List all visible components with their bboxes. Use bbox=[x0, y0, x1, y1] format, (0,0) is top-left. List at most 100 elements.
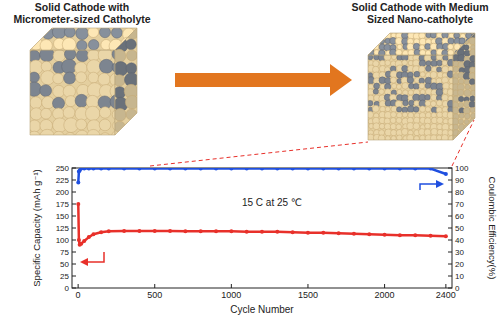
particle bbox=[29, 120, 41, 132]
particle bbox=[419, 38, 426, 45]
particle bbox=[16, 38, 30, 52]
particle bbox=[16, 106, 30, 120]
particle bbox=[449, 33, 454, 38]
particle bbox=[446, 73, 452, 79]
particle bbox=[448, 125, 454, 131]
particle bbox=[436, 135, 441, 140]
y-tick-label: 0 bbox=[65, 284, 70, 293]
particle bbox=[99, 59, 113, 73]
x-tick bbox=[78, 284, 79, 288]
particle bbox=[448, 108, 453, 113]
particle bbox=[409, 100, 415, 106]
y2-tick bbox=[448, 264, 452, 265]
particle bbox=[62, 59, 77, 74]
particle bbox=[413, 43, 419, 49]
particle bbox=[53, 49, 65, 61]
particle bbox=[447, 102, 453, 108]
x-tick bbox=[445, 284, 446, 288]
x-tick bbox=[307, 284, 308, 288]
particle bbox=[437, 67, 442, 72]
y2-tick-label: 80 bbox=[455, 188, 464, 197]
illustration-title: Solid Cathode withMicrometer-sized Catho… bbox=[13, 1, 150, 25]
particle bbox=[17, 50, 29, 62]
series-point bbox=[413, 233, 417, 237]
y2-tick bbox=[448, 216, 452, 217]
particle bbox=[457, 89, 464, 96]
particle bbox=[413, 83, 419, 89]
particle bbox=[391, 130, 397, 136]
particle bbox=[373, 123, 380, 130]
particle bbox=[437, 60, 443, 66]
cube-edge bbox=[368, 55, 453, 140]
particle bbox=[41, 108, 52, 119]
particle bbox=[446, 79, 453, 86]
y-tick-label: 225 bbox=[56, 176, 70, 185]
particle bbox=[27, 82, 41, 96]
particle bbox=[448, 38, 454, 44]
y-tick-label: 150 bbox=[56, 212, 70, 221]
series-point bbox=[260, 168, 264, 171]
y-tick-label: 50 bbox=[60, 260, 69, 269]
particle bbox=[65, 132, 76, 143]
series-point bbox=[137, 168, 141, 171]
series-point bbox=[291, 230, 295, 234]
series-point bbox=[122, 229, 126, 233]
particle bbox=[425, 27, 432, 34]
particle bbox=[368, 27, 374, 33]
particle bbox=[379, 123, 385, 129]
particle bbox=[470, 67, 476, 73]
particle bbox=[113, 26, 126, 39]
particle bbox=[385, 60, 391, 66]
particle bbox=[362, 45, 367, 50]
particle bbox=[402, 50, 408, 56]
series-point bbox=[275, 168, 279, 171]
particle bbox=[75, 130, 89, 144]
particle bbox=[63, 107, 75, 119]
particle bbox=[425, 83, 431, 89]
particle bbox=[402, 112, 407, 117]
particle bbox=[103, 97, 116, 110]
particle bbox=[470, 55, 477, 62]
series-point bbox=[229, 229, 233, 233]
particle bbox=[76, 27, 89, 40]
y2-tick-label: 70 bbox=[455, 200, 464, 209]
y2-tick bbox=[448, 276, 452, 277]
particle bbox=[362, 124, 368, 130]
particle bbox=[443, 55, 449, 61]
x-tick bbox=[231, 284, 232, 288]
y2-tick-label: 40 bbox=[455, 236, 464, 245]
annotation: 15 C at 25 ℃ bbox=[242, 197, 302, 208]
particle bbox=[447, 33, 452, 38]
series-point bbox=[444, 234, 448, 238]
particle bbox=[76, 72, 87, 83]
particle bbox=[76, 49, 88, 61]
particle bbox=[459, 28, 464, 33]
particle bbox=[390, 118, 396, 124]
particle bbox=[447, 131, 453, 137]
particle bbox=[102, 120, 114, 132]
particle bbox=[448, 44, 454, 50]
particle bbox=[99, 27, 110, 38]
particle bbox=[447, 50, 453, 56]
particle bbox=[29, 72, 40, 83]
particle bbox=[425, 50, 431, 56]
particle bbox=[396, 84, 401, 89]
particle bbox=[362, 95, 368, 101]
y-tick-label: 100 bbox=[56, 236, 70, 245]
particle bbox=[469, 101, 475, 107]
particle bbox=[124, 132, 137, 145]
particle bbox=[374, 83, 380, 89]
particle bbox=[16, 36, 29, 49]
particle bbox=[373, 27, 378, 32]
particle bbox=[425, 123, 431, 129]
particle bbox=[87, 60, 101, 74]
particle bbox=[458, 32, 464, 38]
x-tick-label: 1500 bbox=[298, 290, 318, 300]
series-point bbox=[429, 234, 433, 238]
particle bbox=[414, 101, 419, 106]
particle bbox=[126, 39, 136, 49]
particle bbox=[30, 97, 42, 109]
series-point bbox=[275, 230, 279, 234]
particle bbox=[76, 119, 87, 130]
particle bbox=[396, 27, 402, 33]
